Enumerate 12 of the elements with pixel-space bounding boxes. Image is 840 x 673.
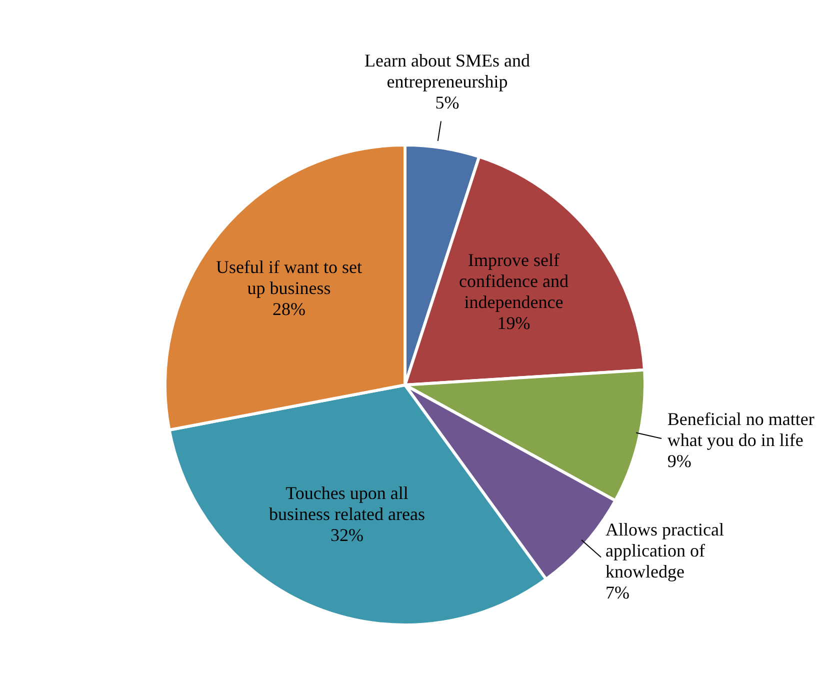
data-label: 5% bbox=[435, 92, 460, 113]
data-label: 32% bbox=[330, 524, 364, 545]
data-label: 28% bbox=[272, 299, 306, 320]
data-label: 9% bbox=[667, 450, 692, 471]
slice-label: Learn about SMEs and entrepreneurship bbox=[364, 50, 530, 92]
data-label: 19% bbox=[497, 313, 530, 334]
slice-label: Useful if want to set up business bbox=[216, 257, 362, 298]
slice-label: Allows practical application of knowledge bbox=[606, 520, 724, 582]
data-label: 7% bbox=[606, 582, 630, 603]
slice-label: Beneficial no matter what you do in life bbox=[667, 408, 814, 450]
slice-label: Improve self confidence and independence bbox=[459, 250, 569, 312]
slice-label: Touches upon all business related areas bbox=[269, 482, 425, 524]
